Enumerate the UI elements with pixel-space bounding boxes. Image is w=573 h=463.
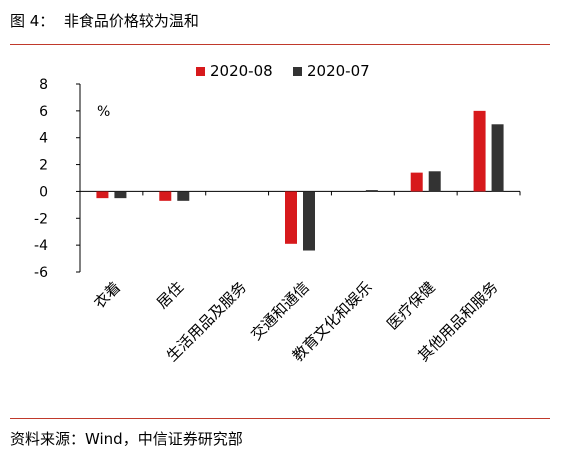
bar-2020-07-1	[114, 191, 127, 199]
source-note: 资料来源：Wind，中信证券研究部	[10, 430, 243, 448]
figure-caption: 图 4： 非食品价格较为温和	[10, 12, 199, 30]
legend-label: 2020-08	[210, 62, 273, 80]
x-category-label: 交通和通信	[247, 278, 313, 344]
top-divider	[10, 44, 550, 45]
legend-swatch-2020-07	[293, 67, 302, 76]
bar-2020-07-4	[303, 191, 315, 251]
bar-2020-07-2	[177, 191, 190, 201]
chart-axes: -6 -4 -2 0 2 4 6 8%	[34, 77, 521, 281]
x-category-label: 医疗保健	[383, 278, 438, 333]
y-tick-label: -4	[34, 238, 48, 254]
y-tick-label: 4	[39, 131, 48, 147]
bar-2020-07-6	[428, 171, 441, 192]
bar-2020-08-1	[96, 191, 109, 199]
bar-2020-07-5	[365, 190, 378, 192]
y-tick-label: 6	[39, 104, 48, 120]
bar-2020-08-6	[410, 172, 423, 192]
bar-2020-07-7	[491, 124, 504, 192]
y-tick-label: 8	[39, 77, 48, 93]
y-tick-label: -2	[34, 211, 48, 227]
x-category-label: 衣着	[90, 278, 124, 312]
bar-2020-08-4	[285, 191, 297, 244]
legend-label: 2020-07	[307, 62, 370, 80]
legend-swatch-2020-08	[196, 67, 205, 76]
x-category-label: 居住	[153, 278, 187, 312]
bar-2020-08-7	[473, 110, 486, 192]
y-tick-label: 0	[39, 184, 48, 200]
chart-legend: 2020-08 2020-07	[196, 62, 370, 80]
y-tick-label: -6	[34, 265, 48, 281]
bottom-divider	[10, 418, 550, 419]
chart-bars	[96, 110, 504, 251]
bar-2020-08-2	[159, 191, 172, 201]
y-unit-label: %	[97, 104, 110, 120]
y-tick-label: 2	[39, 158, 48, 174]
